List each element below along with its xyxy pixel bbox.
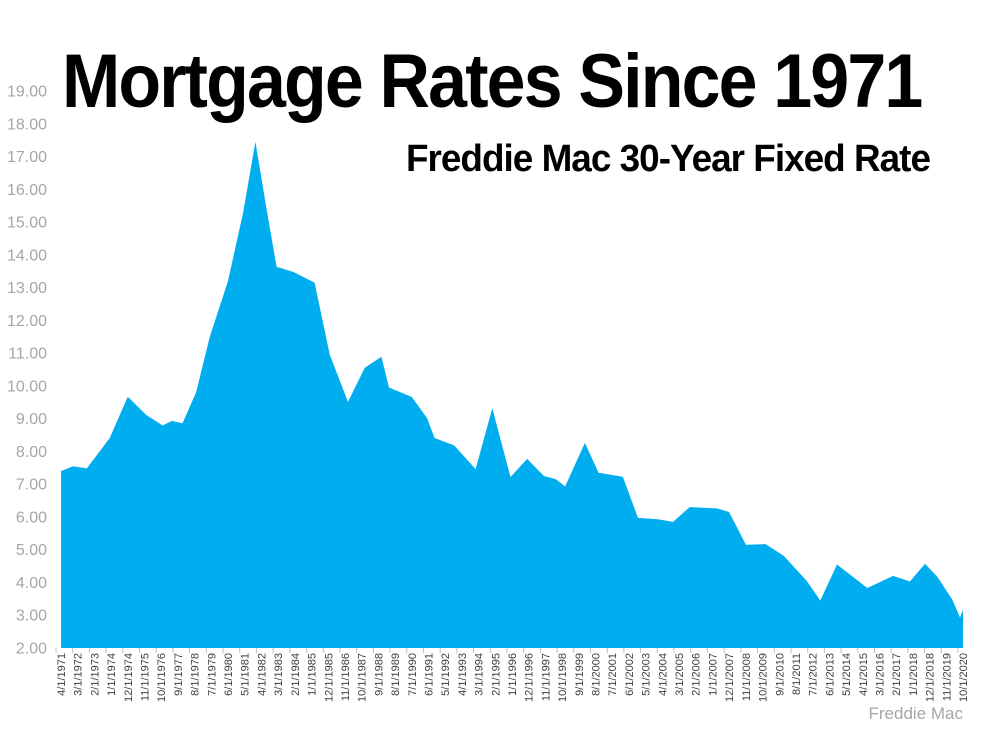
x-axis-tick-label: 12/1/1996 — [524, 653, 536, 702]
x-axis-tick-label: 5/1/2014 — [841, 653, 853, 696]
x-axis-tick-label: 7/1/2012 — [808, 653, 820, 696]
x-axis-tick-label: 2/1/1995 — [490, 653, 502, 696]
y-axis-tick-label: 6.00 — [16, 509, 47, 526]
y-axis-tick-label: 14.00 — [7, 247, 47, 264]
y-axis-tick-label: 17.00 — [7, 149, 47, 166]
x-axis-tick-label: 4/1/1993 — [457, 653, 469, 696]
x-axis-tick-label: 1/1/1974 — [106, 653, 118, 696]
x-axis-tick-label: 2/1/1973 — [89, 653, 101, 696]
x-axis-tick-label: 11/1/2008 — [741, 653, 753, 701]
x-axis-tick-label: 9/1/2010 — [774, 653, 786, 696]
x-axis-tick-label: 3/1/1994 — [474, 653, 486, 696]
x-axis-tick-label: 9/1/1988 — [373, 653, 385, 696]
x-axis-tick-label: 3/1/2016 — [875, 653, 887, 696]
x-axis-tick-label: 5/1/1992 — [440, 653, 452, 696]
x-axis-tick-label: 1/1/2007 — [707, 653, 719, 696]
x-axis-tick-label: 4/1/1982 — [256, 653, 268, 696]
y-axis-tick-label: 18.00 — [7, 116, 47, 133]
x-axis-tick-label: 5/1/2003 — [641, 653, 653, 696]
x-axis-tick-label: 4/1/2015 — [858, 653, 870, 696]
x-axis-tick-label: 12/1/1974 — [123, 653, 135, 702]
x-axis-tick-label: 4/1/1971 — [56, 653, 68, 696]
x-axis-tick-label: 3/1/1983 — [273, 653, 285, 696]
x-axis-tick-label: 2/1/2017 — [891, 653, 903, 696]
x-axis-tick-label: 8/1/1978 — [190, 653, 202, 696]
x-axis-tick-label: 7/1/2001 — [607, 653, 619, 696]
x-axis-tick-label: 10/1/2009 — [758, 653, 770, 702]
y-axis-tick-label: 8.00 — [16, 444, 47, 461]
y-axis-tick-label: 19.00 — [7, 84, 47, 101]
x-axis-tick-label: 5/1/1981 — [240, 653, 252, 696]
x-axis-tick-label: 2/1/2006 — [691, 653, 703, 696]
y-axis-tick-label: 4.00 — [16, 575, 47, 592]
x-axis-tick-label: 7/1/1979 — [206, 653, 218, 696]
x-axis-tick-label: 11/1/1975 — [140, 653, 152, 701]
x-axis-tick-label: 7/1/1990 — [407, 653, 419, 696]
y-axis-tick-label: 11.00 — [8, 346, 47, 363]
x-axis-tick-label: 8/1/2011 — [791, 653, 803, 695]
y-axis-tick-label: 15.00 — [7, 215, 47, 232]
x-axis-tick-label: 6/1/2002 — [624, 653, 636, 696]
x-axis-tick-label: 9/1/1977 — [173, 653, 185, 696]
x-axis-tick-label: 3/1/1972 — [73, 653, 85, 696]
x-axis-tick-label: 9/1/1999 — [574, 653, 586, 696]
x-axis-tick-label: 1/1/2018 — [908, 653, 920, 696]
x-axis-tick-label: 2/1/1984 — [290, 653, 302, 696]
x-axis-tick-label: 4/1/2004 — [657, 653, 669, 696]
y-axis-tick-label: 10.00 — [7, 378, 47, 395]
x-axis-tick-label: 6/1/1991 — [424, 653, 436, 696]
y-axis-tick-label: 12.00 — [7, 313, 47, 330]
x-axis-tick-label: 11/1/1986 — [340, 653, 352, 701]
x-axis-tick-label: 12/1/2018 — [925, 653, 937, 702]
x-axis-tick-label: 10/1/1987 — [357, 653, 369, 702]
x-axis-tick-label: 1/1/1985 — [307, 653, 319, 696]
x-axis-tick-label: 12/1/1985 — [323, 653, 335, 702]
x-axis-tick-label: 8/1/2000 — [591, 653, 603, 696]
source-attribution: Freddie Mac — [868, 704, 963, 723]
y-axis-tick-label: 3.00 — [16, 608, 47, 625]
x-axis-tick-label: 6/1/2013 — [824, 653, 836, 696]
y-axis-tick-label: 9.00 — [16, 411, 47, 428]
y-axis-tick-label: 16.00 — [7, 182, 47, 199]
x-axis-tick-label: 11/1/2019 — [941, 653, 953, 701]
rate-area-series — [61, 141, 963, 649]
y-axis-tick-label: 13.00 — [7, 280, 47, 297]
x-axis-tick-label: 10/1/1998 — [557, 653, 569, 702]
x-axis-tick-label: 10/1/2020 — [958, 653, 970, 702]
x-axis-tick-label: 12/1/2007 — [724, 653, 736, 702]
y-axis-tick-label: 5.00 — [16, 542, 47, 559]
x-axis-tick-label: 11/1/1997 — [540, 653, 552, 701]
chart-title: Mortgage Rates Since 1971 — [62, 39, 923, 124]
chart-subtitle: Freddie Mac 30-Year Fixed Rate — [405, 138, 931, 180]
x-axis-tick-label: 3/1/2005 — [674, 653, 686, 696]
y-axis-tick-label: 7.00 — [16, 477, 47, 494]
x-axis-tick-label: 1/1/1996 — [507, 653, 519, 696]
y-axis-tick-label: 2.00 — [16, 641, 47, 658]
x-axis-tick-label: 8/1/1989 — [390, 653, 402, 696]
x-axis-tick-label: 6/1/1980 — [223, 653, 235, 696]
x-axis-tick-label: 10/1/1976 — [156, 653, 168, 702]
